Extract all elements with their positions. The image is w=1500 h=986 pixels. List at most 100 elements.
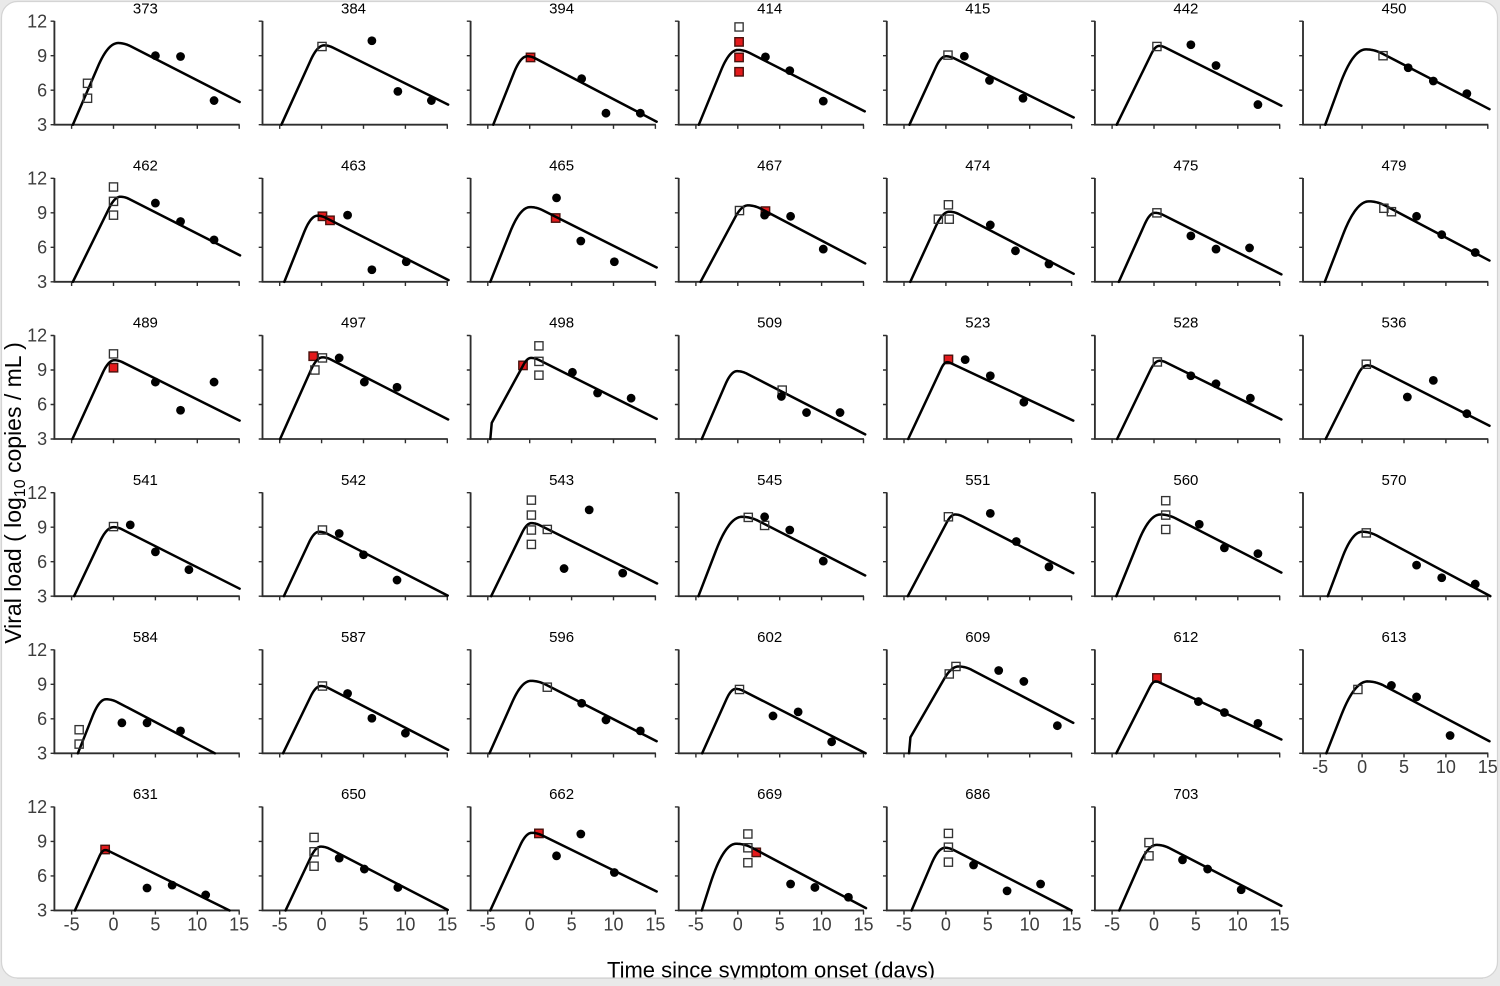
svg-text:-5: -5 [688,914,704,934]
svg-text:10: 10 [812,914,832,934]
svg-text:442: 442 [1173,0,1198,17]
svg-text:12: 12 [27,11,47,31]
svg-text:612: 612 [1173,629,1198,646]
svg-text:596: 596 [549,629,574,646]
svg-text:5: 5 [1191,914,1201,934]
svg-text:587: 587 [341,629,366,646]
svg-text:467: 467 [757,158,782,175]
svg-text:0: 0 [317,914,327,934]
svg-text:474: 474 [965,158,990,175]
svg-text:3: 3 [37,744,47,764]
svg-text:6: 6 [37,709,47,729]
svg-text:570: 570 [1381,472,1406,489]
svg-text:15: 15 [853,914,873,934]
svg-text:465: 465 [549,158,574,175]
svg-text:-5: -5 [1312,757,1328,777]
svg-text:686: 686 [965,786,990,803]
svg-text:0: 0 [941,914,951,934]
svg-text:15: 15 [229,914,249,934]
svg-text:-5: -5 [480,914,496,934]
svg-text:414: 414 [757,0,782,17]
svg-text:613: 613 [1381,629,1406,646]
svg-text:523: 523 [965,315,990,332]
svg-text:498: 498 [549,315,574,332]
svg-text:462: 462 [133,158,158,175]
svg-text:542: 542 [341,472,366,489]
svg-text:0: 0 [1149,914,1159,934]
svg-text:9: 9 [37,46,47,66]
svg-text:662: 662 [549,786,574,803]
svg-text:489: 489 [133,315,158,332]
svg-text:5: 5 [567,914,577,934]
svg-text:12: 12 [27,483,47,503]
svg-text:6: 6 [37,80,47,100]
svg-text:0: 0 [1357,757,1367,777]
svg-text:9: 9 [37,675,47,695]
svg-text:10: 10 [1436,757,1456,777]
svg-text:9: 9 [37,517,47,537]
svg-text:543: 543 [549,472,574,489]
svg-text:9: 9 [37,832,47,852]
svg-text:10: 10 [187,914,207,934]
svg-text:12: 12 [27,797,47,817]
svg-text:-5: -5 [1104,914,1120,934]
svg-text:9: 9 [37,203,47,223]
svg-text:6: 6 [37,395,47,415]
svg-text:497: 497 [341,315,366,332]
svg-text:15: 15 [1062,914,1082,934]
svg-text:415: 415 [965,0,990,17]
svg-text:10: 10 [1228,914,1248,934]
svg-text:5: 5 [1399,757,1409,777]
svg-text:609: 609 [965,629,990,646]
svg-text:545: 545 [757,472,782,489]
svg-text:3: 3 [37,272,47,292]
svg-text:650: 650 [341,786,366,803]
svg-text:-5: -5 [896,914,912,934]
svg-text:560: 560 [1173,472,1198,489]
svg-text:12: 12 [27,169,47,189]
svg-text:6: 6 [37,238,47,258]
svg-text:631: 631 [133,786,158,803]
svg-text:475: 475 [1173,158,1198,175]
svg-text:12: 12 [27,640,47,660]
svg-text:3: 3 [37,115,47,135]
svg-text:6: 6 [37,552,47,572]
svg-text:479: 479 [1381,158,1406,175]
svg-text:5: 5 [983,914,993,934]
svg-text:509: 509 [757,315,782,332]
svg-text:373: 373 [133,0,158,17]
svg-text:0: 0 [733,914,743,934]
svg-text:15: 15 [1270,914,1290,934]
svg-text:15: 15 [645,914,665,934]
svg-text:394: 394 [549,0,574,17]
svg-text:384: 384 [341,0,366,17]
svg-text:551: 551 [965,472,990,489]
svg-text:Time since symptom onset (days: Time since symptom onset (days) [607,958,935,982]
svg-text:-5: -5 [272,914,288,934]
svg-text:3: 3 [37,901,47,921]
svg-text:5: 5 [775,914,785,934]
svg-text:463: 463 [341,158,366,175]
svg-text:9: 9 [37,360,47,380]
svg-text:0: 0 [108,914,118,934]
svg-text:602: 602 [757,629,782,646]
svg-text:10: 10 [603,914,623,934]
svg-text:536: 536 [1381,315,1406,332]
svg-text:669: 669 [757,786,782,803]
svg-text:15: 15 [1478,757,1498,777]
svg-text:5: 5 [150,914,160,934]
svg-text:15: 15 [437,914,457,934]
svg-text:3: 3 [37,586,47,606]
svg-text:541: 541 [133,472,158,489]
svg-text:-5: -5 [64,914,80,934]
svg-text:5: 5 [358,914,368,934]
svg-text:6: 6 [37,866,47,886]
svg-text:450: 450 [1381,0,1406,17]
svg-text:0: 0 [525,914,535,934]
svg-text:10: 10 [395,914,415,934]
svg-text:584: 584 [133,629,158,646]
svg-text:12: 12 [27,326,47,346]
svg-text:3: 3 [37,429,47,449]
svg-text:528: 528 [1173,315,1198,332]
svg-text:703: 703 [1173,786,1198,803]
